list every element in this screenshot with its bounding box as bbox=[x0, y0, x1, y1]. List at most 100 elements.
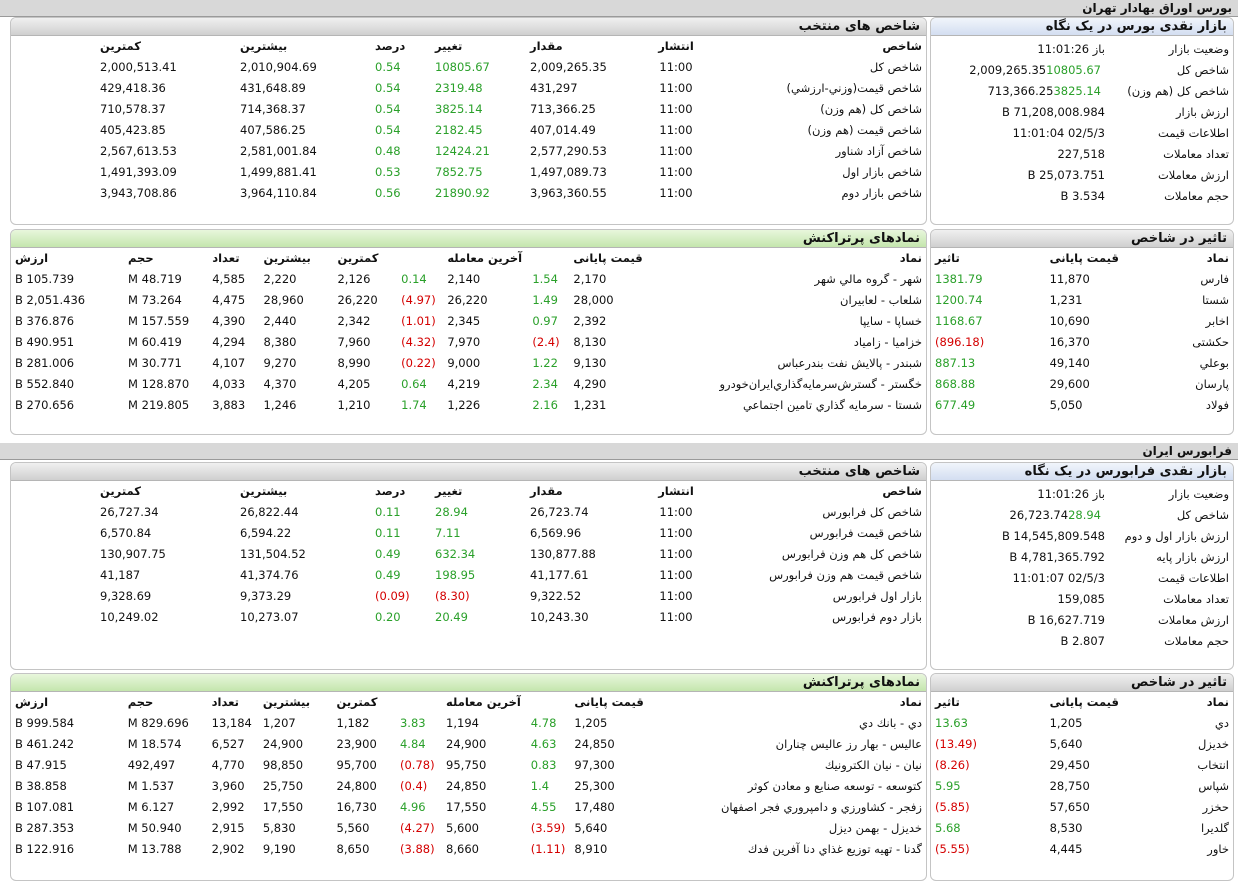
active-value: 999.584 B bbox=[15, 715, 75, 730]
index-high: 1,499,881.41 bbox=[240, 164, 317, 179]
active-low: 24,800 bbox=[336, 778, 377, 793]
glance-change: 28.94 bbox=[1068, 507, 1101, 522]
active-count: 3,883 bbox=[212, 397, 246, 412]
indices-row: شاخص کل فرابورس 11:00 26,723.74 28.94 0.11 26… bbox=[11, 501, 926, 522]
glance-change: 3825.14 bbox=[1053, 83, 1101, 98]
impact-row: اخابر 10,690 1168.67 bbox=[931, 310, 1233, 331]
active-row: خديزل - بهمن ديزل 5,640 (3.59) 5,600 (4.27) 5… bbox=[11, 817, 926, 838]
impact-row: گلديرا 8,530 5.68 bbox=[931, 817, 1233, 838]
glance-row: وضعیت بازار باز 11:01:26 bbox=[931, 483, 1233, 504]
index-change: 7.11 bbox=[435, 525, 461, 540]
index-name: شاخص قیمت فرابورس bbox=[809, 525, 922, 540]
indices-header: مقدار bbox=[530, 484, 563, 498]
active-row: شبندر - پالايش نفت بندرعباس 9,130 1.22 9,00… bbox=[11, 352, 926, 373]
glance-value-cell: 4,781,365.792 B bbox=[931, 546, 1109, 567]
active-high: 1,207 bbox=[262, 715, 296, 730]
glance-label: ارزش معاملات bbox=[1157, 167, 1229, 182]
index-pct: 0.11 bbox=[375, 504, 401, 519]
farabourse-impact-table: نماد قیمت پایانی تاثیر دي 1,205 13.63 خديزل 5,… bbox=[931, 692, 1233, 859]
index-value: 431,297 bbox=[530, 80, 578, 95]
farabourse-glance-title: بازار نقدی فرابورس در یک نگاه bbox=[931, 463, 1233, 481]
glance-row: اطلاعات قیمت 02/5/3 11:01:07 bbox=[931, 567, 1233, 588]
impact-symbol: اخابر bbox=[1205, 313, 1229, 328]
active-low: 26,220 bbox=[337, 292, 378, 307]
index-low: 10,249.02 bbox=[100, 609, 159, 624]
impact-value: 13.63 bbox=[935, 715, 968, 730]
active-symbol: شبندر - پالايش نفت بندرعباس bbox=[777, 355, 922, 370]
indices-row: شاخص قیمت (هم وزن) 11:00 407,014.49 2182.45… bbox=[11, 119, 926, 140]
index-name: شاخص آزاد شناور bbox=[835, 143, 922, 158]
glance-value-cell: 26,723.7428.94 bbox=[931, 504, 1109, 525]
impact-price: 10,690 bbox=[1049, 313, 1090, 328]
active-symbol: شلعاب - لعابيران bbox=[840, 292, 922, 307]
active-close-pct: (3.59) bbox=[530, 820, 566, 835]
active-row: شهر - گروه مالي شهر 2,170 1.54 2,140 0.14 2,1… bbox=[11, 268, 926, 289]
impact-value: 1200.74 bbox=[935, 292, 983, 307]
active-high: 1,246 bbox=[263, 397, 297, 412]
index-value: 2,009,265.35 bbox=[530, 59, 607, 74]
tehran-indices-panel: شاخص های منتخب شاخص انتشار مقدار تغییر درصد ب… bbox=[10, 17, 927, 225]
active-close-pct: 0.83 bbox=[530, 757, 557, 772]
index-value: 6,569.96 bbox=[530, 525, 582, 540]
active-value: 376.876 B bbox=[15, 313, 75, 328]
active-last: 95,750 bbox=[446, 757, 487, 772]
index-low: 1,491,393.09 bbox=[100, 164, 177, 179]
active-close: 97,300 bbox=[574, 757, 615, 772]
impact-price: 5,050 bbox=[1049, 397, 1083, 412]
glance-label: شاخص کل (هم وزن) bbox=[1127, 83, 1229, 98]
active-low: 23,900 bbox=[336, 736, 377, 751]
active-value: 281.006 B bbox=[15, 355, 75, 370]
active-value: 105.739 B bbox=[15, 271, 75, 286]
active-low: 2,342 bbox=[337, 313, 371, 328]
index-pct: 0.54 bbox=[375, 101, 401, 116]
index-pct: 0.11 bbox=[375, 525, 401, 540]
active-close-pct: 4.78 bbox=[530, 715, 557, 730]
active-close: 28,000 bbox=[573, 292, 614, 307]
tehran-indices-table: شاخص انتشار مقدار تغییر درصد بیشترین کمترین شا… bbox=[11, 36, 926, 203]
index-pct: 0.53 bbox=[375, 164, 401, 179]
impact-value: 1381.79 bbox=[935, 271, 983, 286]
index-value: 1,497,089.73 bbox=[530, 164, 607, 179]
active-low: 8,990 bbox=[337, 355, 371, 370]
active-high: 98,850 bbox=[262, 757, 304, 772]
index-pct: 0.54 bbox=[375, 80, 401, 95]
active-low: 7,960 bbox=[337, 334, 371, 349]
active-count: 4,585 bbox=[212, 271, 246, 286]
active-close: 2,170 bbox=[573, 271, 607, 286]
index-name: شاخص کل bbox=[869, 59, 922, 74]
active-close-pct: 0.97 bbox=[532, 313, 558, 328]
impact-header: تاثیر bbox=[935, 695, 960, 709]
glance-value: 227,518 bbox=[1057, 146, 1105, 161]
tehran-glance-table: وضعیت بازار باز 11:01:26 شاخص کل 2,009,265.… bbox=[931, 38, 1233, 206]
active-volume: 219.805 M bbox=[128, 397, 190, 412]
tehran-glance-panel: بازار نقدی بورس در یک نگاه وضعیت بازار با… bbox=[930, 17, 1234, 225]
glance-label: شاخص کل bbox=[1176, 62, 1229, 77]
active-volume: 6.127 M bbox=[127, 799, 175, 814]
index-name: بازار دوم فرابورس bbox=[832, 609, 922, 624]
impact-symbol: بوعلي bbox=[1199, 355, 1229, 370]
impact-value: (5.85) bbox=[935, 799, 970, 814]
active-symbol: زفجر - كشاورزي و دامپروري فجر اصفهان bbox=[720, 799, 922, 814]
glance-label: تعداد معاملات bbox=[1163, 146, 1229, 161]
tehran-section-title: بورس اوراق بهادار تهران bbox=[0, 0, 1238, 17]
indices-header: تغییر bbox=[435, 39, 463, 53]
farabourse-indices-title: شاخص های منتخب bbox=[11, 463, 926, 481]
index-time: 11:00 bbox=[659, 504, 693, 519]
index-low: 6,570.84 bbox=[100, 525, 152, 540]
active-high: 17,550 bbox=[262, 799, 304, 814]
active-close: 2,392 bbox=[573, 313, 607, 328]
active-high: 24,900 bbox=[262, 736, 304, 751]
active-low: 4,205 bbox=[337, 376, 371, 391]
index-name: شاخص کل هم وزن فرابورس bbox=[781, 546, 922, 561]
index-pad bbox=[11, 182, 96, 203]
index-pct: 0.49 bbox=[375, 567, 401, 582]
glance-value-cell: 713,366.253825.14 bbox=[931, 80, 1109, 101]
active-volume: 492,497 bbox=[127, 757, 176, 772]
glance-value: 02/5/3 11:01:07 bbox=[1012, 570, 1105, 585]
active-close: 25,300 bbox=[574, 778, 615, 793]
impact-value: 5.95 bbox=[935, 778, 961, 793]
index-low: 429,418.36 bbox=[100, 80, 166, 95]
glance-value: 4,781,365.792 B bbox=[1009, 549, 1105, 564]
index-change: 12424.21 bbox=[435, 143, 490, 158]
impact-value: (13.49) bbox=[935, 736, 977, 751]
